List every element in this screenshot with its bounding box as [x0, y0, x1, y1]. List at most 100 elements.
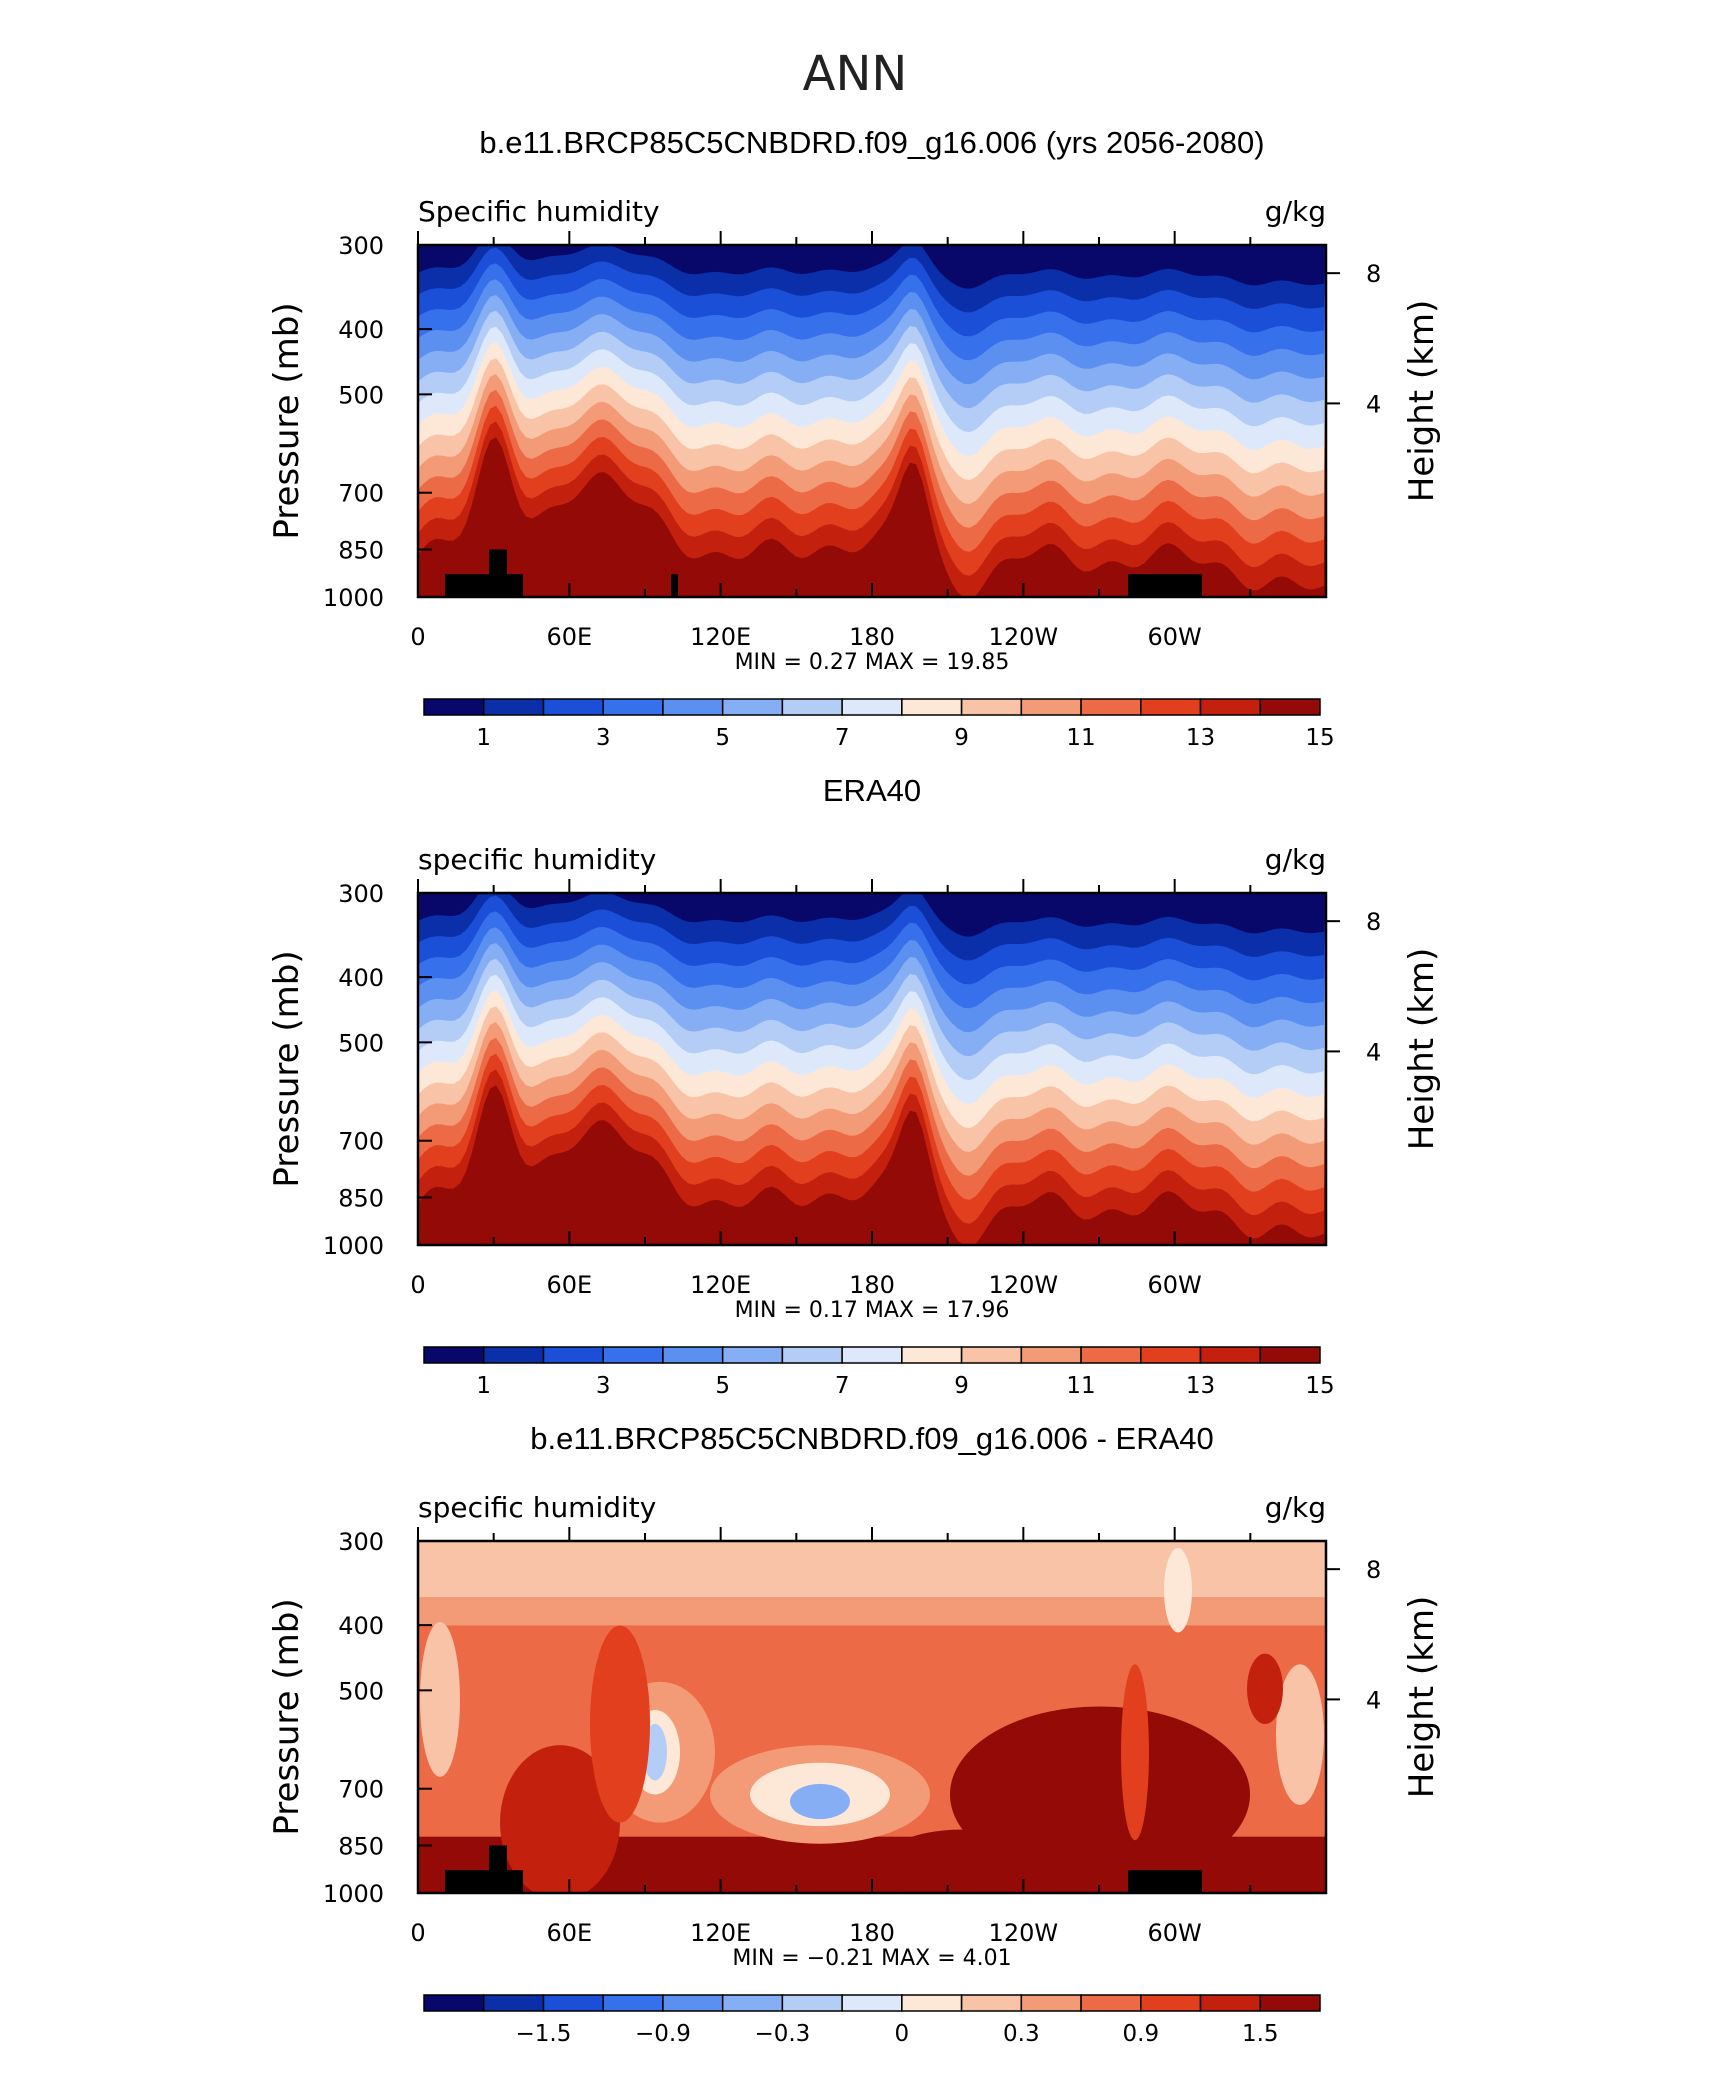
y-tick-label: 850: [338, 1832, 384, 1860]
y-tick-label: 500: [338, 1677, 384, 1705]
panel-units-label: g/kg: [1265, 195, 1326, 228]
y-tick-label: 300: [338, 1528, 384, 1556]
y-tick-label: 1000: [323, 1880, 384, 1908]
y-tick-label: 700: [338, 480, 384, 508]
contour-field: [418, 893, 1326, 1245]
height-tick-label: 8: [1366, 1556, 1381, 1584]
x-tick-label: 120E: [690, 1919, 751, 1947]
y-tick-label: 300: [338, 880, 384, 908]
x-tick-label: 0: [410, 1271, 425, 1299]
colorbar-swatch: [1140, 698, 1202, 716]
y-tick-label: 500: [338, 381, 384, 409]
contour-band: [500, 1745, 620, 1893]
colorbar-swatch: [901, 698, 963, 716]
colorbar-label: 3: [596, 1373, 611, 1399]
colorbar-label: 11: [1066, 725, 1095, 751]
colorbar-swatch: [662, 1994, 724, 2012]
contour-band: [420, 1621, 460, 1777]
topography-mask: [489, 1845, 507, 1893]
colorbar-swatch: [423, 698, 485, 716]
panel-1: b.e11.BRCP85C5CNBDRD.f09_g16.006 (yrs 20…: [267, 125, 1442, 751]
panel-units-label: g/kg: [1265, 843, 1326, 876]
contour-band: [418, 893, 1326, 937]
x-tick-label: 180: [849, 623, 895, 651]
height-tick-label: 4: [1366, 1686, 1381, 1714]
colorbar-swatch: [423, 1346, 485, 1364]
y-tick-label: 700: [338, 1128, 384, 1156]
colorbar-swatch: [841, 698, 903, 716]
x-tick-label: 120W: [989, 1919, 1059, 1947]
contour-field: [418, 245, 1326, 597]
x-tick-label: 60E: [546, 1271, 592, 1299]
y-tick-label: 400: [338, 1612, 384, 1640]
colorbar-label: 9: [954, 1373, 969, 1399]
min-max-stats: MIN = −0.21 MAX = 4.01: [732, 1946, 1011, 1971]
colorbar-swatch: [1020, 698, 1082, 716]
colorbar-swatch: [482, 1994, 545, 2012]
colorbar-label: 1.5: [1242, 2021, 1279, 2047]
colorbar-swatch: [542, 1994, 604, 2012]
topography-mask: [1128, 574, 1202, 597]
colorbar-label: 13: [1186, 1373, 1215, 1399]
contour-band: [1121, 1664, 1149, 1841]
colorbar-swatch: [1080, 1994, 1142, 2012]
colorbar-label: −1.5: [516, 2021, 572, 2047]
colorbar-swatch: [781, 1994, 843, 2012]
y-axis-title: Pressure (mb): [267, 302, 307, 539]
colorbar-swatch: [1259, 698, 1321, 716]
colorbar-label: 15: [1305, 725, 1334, 751]
contour-field: [418, 1541, 1326, 1893]
colorbar-swatch: [721, 698, 784, 716]
y-tick-label: 1000: [323, 584, 384, 612]
colorbar-label: 0.9: [1123, 2021, 1160, 2047]
y-tick-label: 850: [338, 1184, 384, 1212]
y-tick-label: 1000: [323, 1232, 384, 1260]
x-tick-label: 180: [849, 1919, 895, 1947]
y-tick-label: 500: [338, 1029, 384, 1057]
right-axis-title: Height (km): [1402, 1596, 1442, 1799]
min-max-stats: MIN = 0.27 MAX = 19.85: [735, 650, 1010, 675]
panel-left-label: specific humidity: [418, 843, 656, 876]
x-tick-label: 120E: [690, 623, 751, 651]
contour-band: [1276, 1664, 1324, 1805]
colorbar-swatch: [1199, 1994, 1262, 2012]
colorbar-swatch: [781, 1346, 843, 1364]
min-max-stats: MIN = 0.17 MAX = 17.96: [735, 1298, 1010, 1323]
y-axis-title: Pressure (mb): [267, 950, 307, 1187]
colorbar-swatch: [1259, 1994, 1321, 2012]
colorbar-label: 1: [476, 725, 491, 751]
contour-band: [1164, 1548, 1192, 1633]
colorbar-swatch: [1259, 1346, 1321, 1364]
x-tick-label: 60W: [1148, 623, 1202, 651]
topography-mask: [671, 574, 678, 597]
colorbar-label: 5: [715, 1373, 730, 1399]
colorbar-swatch: [721, 1994, 784, 2012]
colorbar-swatch: [960, 1346, 1023, 1364]
colorbar-swatch: [602, 1346, 664, 1364]
colorbar-label: 15: [1305, 1373, 1334, 1399]
panel-title: b.e11.BRCP85C5CNBDRD.f09_g16.006 - ERA40: [530, 1421, 1214, 1456]
colorbar-swatch: [602, 1994, 664, 2012]
topography-mask: [1128, 1870, 1202, 1893]
colorbar-label: 3: [596, 725, 611, 751]
colorbar-swatch: [1140, 1346, 1202, 1364]
colorbar-swatch: [542, 698, 604, 716]
height-tick-label: 8: [1366, 260, 1381, 288]
colorbar-swatch: [1199, 698, 1262, 716]
contour-band: [418, 245, 1326, 289]
colorbar-swatch: [1199, 1346, 1262, 1364]
colorbar-swatch: [662, 1346, 724, 1364]
colorbar-swatch: [1140, 1994, 1202, 2012]
topography-mask: [445, 1870, 523, 1893]
right-axis-title: Height (km): [1402, 948, 1442, 1151]
colorbar-label: −0.9: [635, 2021, 691, 2047]
contour-band: [880, 1829, 1040, 1893]
panel-units-label: g/kg: [1265, 1491, 1326, 1524]
colorbar-swatch: [423, 1994, 485, 2012]
x-tick-label: 60E: [546, 1919, 592, 1947]
y-tick-label: 300: [338, 232, 384, 260]
y-axis-title: Pressure (mb): [267, 1598, 307, 1835]
colorbar-swatch: [542, 1346, 604, 1364]
panel-3: b.e11.BRCP85C5CNBDRD.f09_g16.006 - ERA40…: [267, 1421, 1442, 2047]
contour-band: [950, 1706, 1250, 1883]
